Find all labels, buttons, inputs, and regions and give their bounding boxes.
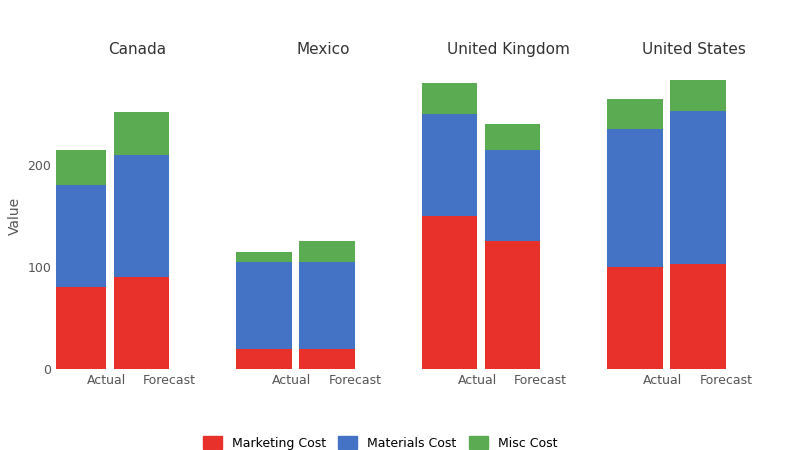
Text: United Kingdom: United Kingdom (447, 42, 570, 57)
Bar (607, 267, 663, 369)
Bar (50, 185, 106, 288)
Bar (607, 129, 663, 267)
Bar (485, 242, 540, 369)
Bar (114, 155, 169, 277)
Bar (50, 288, 106, 369)
Legend: Marketing Cost, Materials Cost, Misc Cost: Marketing Cost, Materials Cost, Misc Cos… (198, 431, 562, 450)
Bar (422, 114, 478, 216)
Bar (485, 150, 540, 242)
Bar (422, 83, 478, 114)
Bar (607, 99, 663, 129)
Text: United States: United States (642, 42, 746, 57)
Bar (299, 242, 354, 262)
Text: Canada: Canada (109, 42, 166, 57)
Bar (422, 216, 478, 369)
Bar (114, 277, 169, 369)
Y-axis label: Value: Value (8, 197, 22, 235)
Bar (299, 349, 354, 369)
Bar (236, 349, 292, 369)
Bar (670, 81, 726, 111)
Bar (236, 252, 292, 262)
Bar (670, 111, 726, 264)
Bar (299, 262, 354, 349)
Text: Mexico: Mexico (297, 42, 350, 57)
Bar (236, 262, 292, 349)
Bar (114, 112, 169, 155)
Bar (485, 124, 540, 150)
Bar (670, 264, 726, 369)
Bar (50, 150, 106, 185)
